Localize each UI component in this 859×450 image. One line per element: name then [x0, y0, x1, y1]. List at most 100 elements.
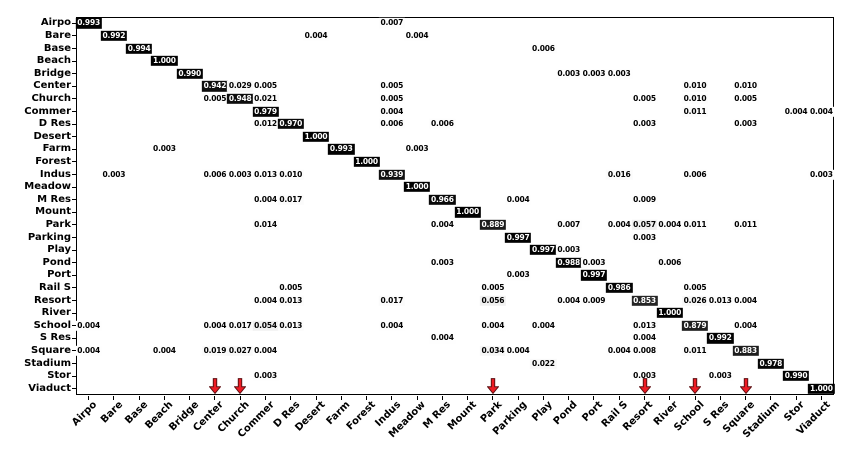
matrix-cell: 0.997	[580, 270, 608, 281]
matrix-cell: 0.990	[176, 68, 203, 79]
y-tick	[72, 73, 76, 75]
matrix-cell: 0.004	[530, 320, 557, 331]
matrix-cell: 0.029	[227, 81, 254, 92]
matrix-cell: 0.005	[732, 93, 759, 105]
matrix-cell: 0.003	[151, 144, 178, 155]
y-tick	[72, 148, 76, 150]
row-label: Rail S	[39, 281, 71, 293]
matrix-cell: 0.003	[429, 257, 456, 268]
matrix-cell: 0.011	[732, 219, 759, 231]
matrix-cell: 0.013	[252, 169, 279, 180]
x-tick	[820, 396, 822, 400]
matrix-cell: 0.011	[681, 106, 709, 117]
y-tick	[72, 300, 76, 301]
matrix-cell: 0.034	[479, 345, 507, 357]
matrix-cell: 0.022	[530, 358, 557, 369]
x-tick	[340, 396, 342, 400]
matrix-cell: 0.026	[681, 295, 709, 306]
y-tick	[72, 325, 76, 327]
matrix-cell: 0.997	[504, 232, 532, 243]
y-tick	[72, 224, 76, 226]
highlight-arrow-icon	[208, 378, 222, 398]
x-tick	[517, 396, 519, 400]
matrix-cell: 0.004	[429, 333, 456, 344]
matrix-cell: 0.006	[429, 118, 456, 130]
matrix-cell: 0.003	[808, 169, 835, 180]
x-tick	[290, 396, 292, 400]
y-tick	[72, 136, 76, 138]
matrix-cell: 0.003	[504, 270, 532, 281]
matrix-cell: 0.003	[403, 144, 431, 155]
matrix-cell: 0.004	[606, 345, 633, 357]
matrix-cell: 0.011	[681, 345, 709, 357]
matrix-cell: 0.004	[378, 320, 405, 331]
row-label: Resort	[33, 294, 71, 306]
matrix-cell: 0.014	[252, 219, 279, 231]
matrix-cell: 0.003	[580, 68, 608, 79]
matrix-cell: 0.005	[479, 282, 507, 294]
matrix-cell: 0.004	[606, 219, 633, 231]
y-tick	[72, 48, 76, 49]
matrix-cell: 0.021	[252, 93, 279, 105]
matrix-cell: 0.003	[580, 257, 608, 268]
row-label: Square	[31, 344, 71, 356]
matrix-cell: 0.054	[252, 320, 279, 331]
x-tick	[315, 396, 317, 400]
matrix-cell: 0.010	[681, 81, 709, 92]
matrix-cell: 0.004	[782, 106, 810, 117]
x-tick	[163, 396, 165, 400]
y-tick	[72, 98, 76, 100]
y-tick	[72, 312, 76, 314]
x-tick	[214, 396, 216, 400]
x-tick	[391, 396, 393, 400]
matrix-cell: 0.056	[479, 295, 507, 306]
y-tick	[72, 350, 76, 352]
row-label: Port	[47, 269, 71, 281]
matrix-cell: 0.997	[530, 244, 557, 256]
row-label: Beach	[36, 55, 71, 67]
matrix-cell: 1.000	[151, 55, 178, 67]
matrix-cell: 0.889	[479, 219, 507, 231]
row-label: Pond	[42, 256, 71, 268]
matrix-cell: 0.057	[631, 219, 658, 231]
row-label: Forest	[35, 155, 71, 167]
x-tick	[366, 396, 368, 400]
y-tick	[72, 287, 76, 289]
y-tick	[72, 211, 76, 213]
x-tick	[239, 396, 241, 400]
matrix-cell: 0.012	[252, 118, 279, 130]
matrix-cell: 0.027	[227, 345, 254, 357]
matrix-cell: 0.978	[757, 358, 784, 369]
row-label: Bare	[44, 29, 71, 41]
row-label: Viaduct	[28, 382, 71, 394]
y-tick	[72, 161, 76, 163]
x-tick	[669, 396, 671, 400]
x-tick	[138, 396, 140, 400]
y-tick	[72, 199, 76, 201]
matrix-cell: 0.966	[429, 194, 456, 205]
matrix-cell: 0.003	[732, 118, 759, 130]
col-label: Pond	[551, 399, 580, 428]
matrix-cell: 0.004	[631, 333, 658, 344]
matrix-cell: 0.017	[277, 194, 304, 205]
x-tick	[467, 396, 469, 400]
highlight-arrow-icon	[233, 378, 247, 398]
y-tick	[72, 174, 76, 175]
y-tick	[72, 123, 76, 125]
matrix-cell: 0.879	[681, 320, 709, 331]
row-label: Indus	[39, 168, 71, 180]
matrix-cell: 0.007	[378, 18, 405, 29]
y-tick	[72, 337, 76, 339]
row-label: Park	[45, 218, 71, 230]
matrix-cell: 0.010	[277, 169, 304, 180]
matrix-cell: 0.004	[732, 295, 759, 306]
row-label: Commer	[24, 105, 71, 117]
matrix-cell: 0.007	[555, 219, 582, 231]
matrix-cell: 0.992	[100, 30, 128, 42]
matrix-cell: 0.008	[631, 345, 658, 357]
matrix-cell: 0.003	[631, 232, 658, 243]
matrix-cell: 0.005	[378, 81, 405, 92]
matrix-cell: 0.986	[606, 282, 633, 294]
matrix-cell: 1.000	[454, 207, 481, 218]
x-tick	[618, 396, 620, 400]
